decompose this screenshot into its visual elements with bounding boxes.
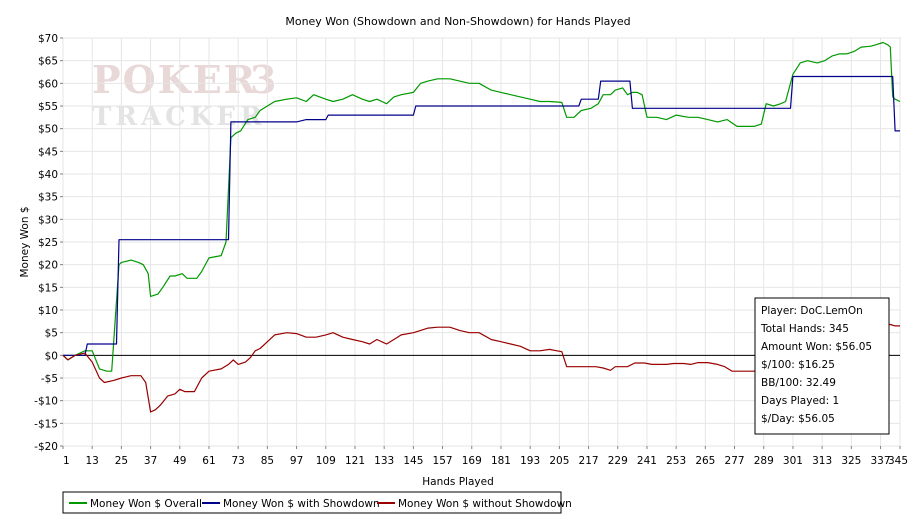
x-tick-label: 37: [144, 455, 157, 467]
watermark-line2: TRACKER: [92, 102, 266, 132]
y-tick-label: $30: [38, 214, 58, 226]
x-tick-label: 49: [173, 455, 186, 467]
x-tick-label: 205: [549, 455, 569, 467]
y-tick-label: -$5: [41, 373, 58, 385]
chart-legend: Money Won $ Overall Money Won $ with Sho…: [62, 491, 572, 514]
x-tick-label: 301: [783, 455, 803, 467]
y-tick-label: $70: [38, 33, 58, 45]
y-tick-label: -$10: [34, 396, 58, 408]
stats-box-frame: [754, 297, 890, 435]
y-tick-label: -$15: [34, 418, 58, 430]
watermark-spade-3: 3: [250, 57, 276, 102]
y-axis-ticks: -$20 -$15 -$10 -$5 $0 $5 $10 $15 $20 $25 $30 $35 $40…: [34, 33, 63, 453]
stats-amount-won: Amount Won: $56.05: [761, 341, 872, 353]
y-tick-label: $15: [38, 282, 58, 294]
y-tick-label: $50: [38, 124, 58, 136]
stats-player: Player: DoC.LemOn: [761, 305, 863, 317]
x-tick-label: 169: [462, 455, 482, 467]
stats-total-hands: Total Hands: 345: [760, 323, 849, 335]
stats-days-played: Days Played: 1: [761, 395, 839, 407]
series-overall-line: [62, 41, 901, 372]
y-tick-label: $45: [38, 146, 58, 158]
y-tick-label: $35: [38, 192, 58, 204]
x-tick-label: 109: [316, 455, 336, 467]
watermark-line1: POKER: [92, 57, 257, 102]
poker-tracker-watermark-logo: POKER 3 TRACKER: [92, 57, 276, 132]
legend-item-overall: Money Won $ Overall: [69, 498, 202, 510]
x-tick-label: 337: [871, 455, 891, 467]
stats-dollars-per-100: $/100: $16.25: [761, 359, 835, 371]
x-tick-label: 345: [888, 455, 908, 467]
y-tick-label: $0: [45, 350, 58, 362]
series-non-showdown-line: [62, 323, 900, 413]
x-tick-label: 253: [666, 455, 686, 467]
series-showdown-line: [63, 75, 900, 356]
y-tick-label: $20: [38, 260, 58, 272]
x-tick-label: 325: [841, 455, 861, 467]
chart-title: Money Won (Showdown and Non-Showdown) fo…: [285, 15, 630, 28]
legend-label-overall: Money Won $ Overall: [90, 498, 202, 510]
legend-item-non-showdown: Money Won $ without Showdown: [377, 498, 572, 510]
y-axis-label: Money Won $: [19, 206, 31, 277]
x-tick-label: 145: [403, 455, 423, 467]
x-tick-label: 277: [725, 455, 745, 467]
x-tick-label: 157: [433, 455, 453, 467]
x-tick-label: 121: [345, 455, 365, 467]
stats-bb-per-100: BB/100: 32.49: [761, 377, 836, 389]
x-tick-label: 193: [520, 455, 540, 467]
x-tick-label: 217: [579, 455, 599, 467]
legend-label-showdown: Money Won $ with Showdown: [223, 498, 380, 510]
y-tick-label: $60: [38, 78, 58, 90]
y-tick-label: $65: [38, 56, 58, 68]
x-axis-ticks: 1 13 25 37 49 61 73 85 97 109 121 133 145 157 169 181 19…: [62, 446, 908, 467]
y-tick-label: $40: [38, 169, 58, 181]
player-stats-box: Player: DoC.LemOn Total Hands: 345 Amoun…: [754, 297, 890, 435]
x-tick-label: 313: [812, 455, 832, 467]
stats-dollars-per-day: $/Day: $56.05: [761, 413, 835, 425]
series-layer: [62, 41, 901, 413]
y-tick-label: $5: [45, 328, 58, 340]
x-tick-label: 241: [637, 455, 657, 467]
x-tick-label: 265: [695, 455, 715, 467]
legend-label-non-showdown: Money Won $ without Showdown: [398, 498, 572, 510]
x-tick-label: 73: [231, 455, 244, 467]
x-tick-label: 181: [491, 455, 511, 467]
y-tick-label: $55: [38, 101, 58, 113]
x-tick-label: 85: [261, 455, 274, 467]
legend-frame: [62, 491, 562, 514]
x-tick-label: 229: [608, 455, 628, 467]
y-tick-label: $10: [38, 305, 58, 317]
x-tick-label: 61: [202, 455, 215, 467]
x-tick-label: 133: [374, 455, 394, 467]
x-tick-label: 1: [63, 455, 70, 467]
x-tick-label: 13: [86, 455, 99, 467]
x-tick-label: 25: [115, 455, 128, 467]
legend-item-showdown: Money Won $ with Showdown: [202, 498, 380, 510]
y-tick-label: -$20: [34, 441, 58, 453]
x-tick-label: 97: [290, 455, 303, 467]
x-axis-label: Hands Played: [422, 476, 493, 488]
x-tick-label: 289: [754, 455, 774, 467]
y-tick-label: $25: [38, 237, 58, 249]
